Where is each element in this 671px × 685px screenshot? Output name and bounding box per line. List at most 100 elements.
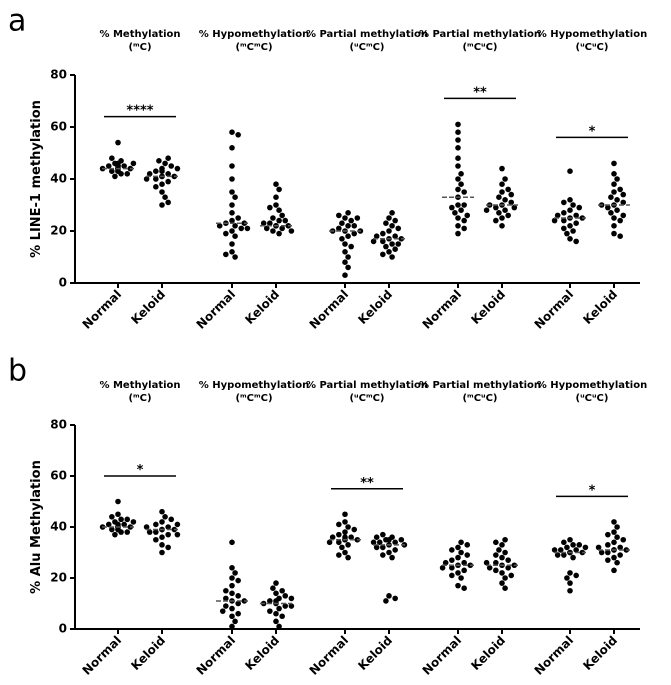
x-tick-label: Keloid xyxy=(242,633,282,673)
dot xyxy=(455,145,461,151)
dot xyxy=(279,212,285,219)
dot xyxy=(614,559,620,566)
dot xyxy=(383,598,389,604)
dot xyxy=(153,536,159,543)
group-title: % Partial methylation xyxy=(419,29,541,40)
dot xyxy=(511,204,518,211)
dot xyxy=(165,155,171,161)
dot xyxy=(146,529,153,535)
dot xyxy=(159,202,165,208)
dot xyxy=(162,194,168,200)
dot xyxy=(573,212,579,219)
dot xyxy=(464,552,471,558)
dot xyxy=(386,215,392,221)
dot xyxy=(229,228,235,234)
y-tick-label: 0 xyxy=(59,276,67,290)
dot xyxy=(598,549,605,556)
dot xyxy=(380,552,386,558)
dot xyxy=(442,559,449,566)
dot xyxy=(267,608,273,614)
dot xyxy=(342,249,348,255)
significance-label: * xyxy=(589,483,596,498)
dot xyxy=(605,549,611,556)
dot xyxy=(567,236,573,242)
dot xyxy=(611,567,617,574)
dot xyxy=(502,536,508,543)
dot xyxy=(499,181,505,187)
dot xyxy=(342,215,348,221)
panel-label: b xyxy=(8,354,27,389)
dot xyxy=(229,189,235,195)
dot xyxy=(282,593,289,599)
dot xyxy=(392,233,398,239)
dot xyxy=(570,202,576,208)
group-subtitle: (ᵘCᵐC) xyxy=(349,393,384,404)
dot xyxy=(458,575,464,581)
dot xyxy=(279,587,285,594)
dot xyxy=(554,212,561,219)
x-tick-label: Keloid xyxy=(468,287,508,327)
x-tick-label: Keloid xyxy=(580,633,620,673)
dot xyxy=(567,587,573,594)
dot xyxy=(159,542,165,548)
group-subtitle: (ᵐCᵘC) xyxy=(462,42,497,53)
dot xyxy=(617,217,623,224)
significance-label: * xyxy=(137,463,144,478)
dot xyxy=(611,189,617,195)
significance-label: **** xyxy=(126,104,153,119)
dot xyxy=(336,212,342,219)
dot xyxy=(499,189,505,195)
dot xyxy=(153,184,159,190)
dot xyxy=(383,243,389,250)
dot xyxy=(458,181,464,187)
dot xyxy=(564,230,570,237)
dot xyxy=(499,215,505,221)
dot xyxy=(389,241,395,247)
dot xyxy=(115,511,121,518)
dot xyxy=(483,559,490,566)
dot xyxy=(229,565,235,571)
dot xyxy=(567,580,573,586)
dot xyxy=(279,225,285,232)
dot xyxy=(115,526,121,533)
dot xyxy=(620,191,627,198)
dot xyxy=(611,215,617,221)
dot xyxy=(273,598,279,604)
dot xyxy=(342,511,348,518)
dot xyxy=(342,272,348,279)
dot xyxy=(611,230,617,237)
dot xyxy=(351,230,358,237)
dot xyxy=(270,215,276,221)
x-tick-label: Normal xyxy=(532,633,576,677)
dot xyxy=(499,570,505,576)
dot xyxy=(605,542,611,548)
dot xyxy=(464,542,471,548)
dot xyxy=(486,565,493,571)
dot xyxy=(620,212,627,219)
dot xyxy=(455,544,461,551)
dot xyxy=(232,223,238,229)
dot xyxy=(229,613,235,620)
dot xyxy=(235,577,241,584)
dot xyxy=(336,552,342,558)
dot xyxy=(595,544,602,551)
dot xyxy=(370,539,377,546)
dot xyxy=(561,552,567,558)
dot xyxy=(576,542,583,548)
dot xyxy=(499,554,505,561)
dot xyxy=(395,241,402,247)
x-tick-label: Keloid xyxy=(468,633,508,673)
dot xyxy=(608,210,614,216)
dot xyxy=(493,567,499,574)
dot xyxy=(276,186,282,193)
dot xyxy=(455,223,461,229)
group-title: % Partial methylation xyxy=(306,29,428,40)
dot xyxy=(115,521,121,528)
dot xyxy=(336,531,342,538)
y-axis-label: % Alu Methylation xyxy=(29,460,44,594)
group-title: % Methylation xyxy=(99,380,180,391)
y-axis-label: % LINE-1 methylation xyxy=(29,100,44,258)
y-tick-label: 0 xyxy=(59,622,67,636)
dot xyxy=(614,534,620,540)
y-tick-label: 40 xyxy=(50,520,67,534)
